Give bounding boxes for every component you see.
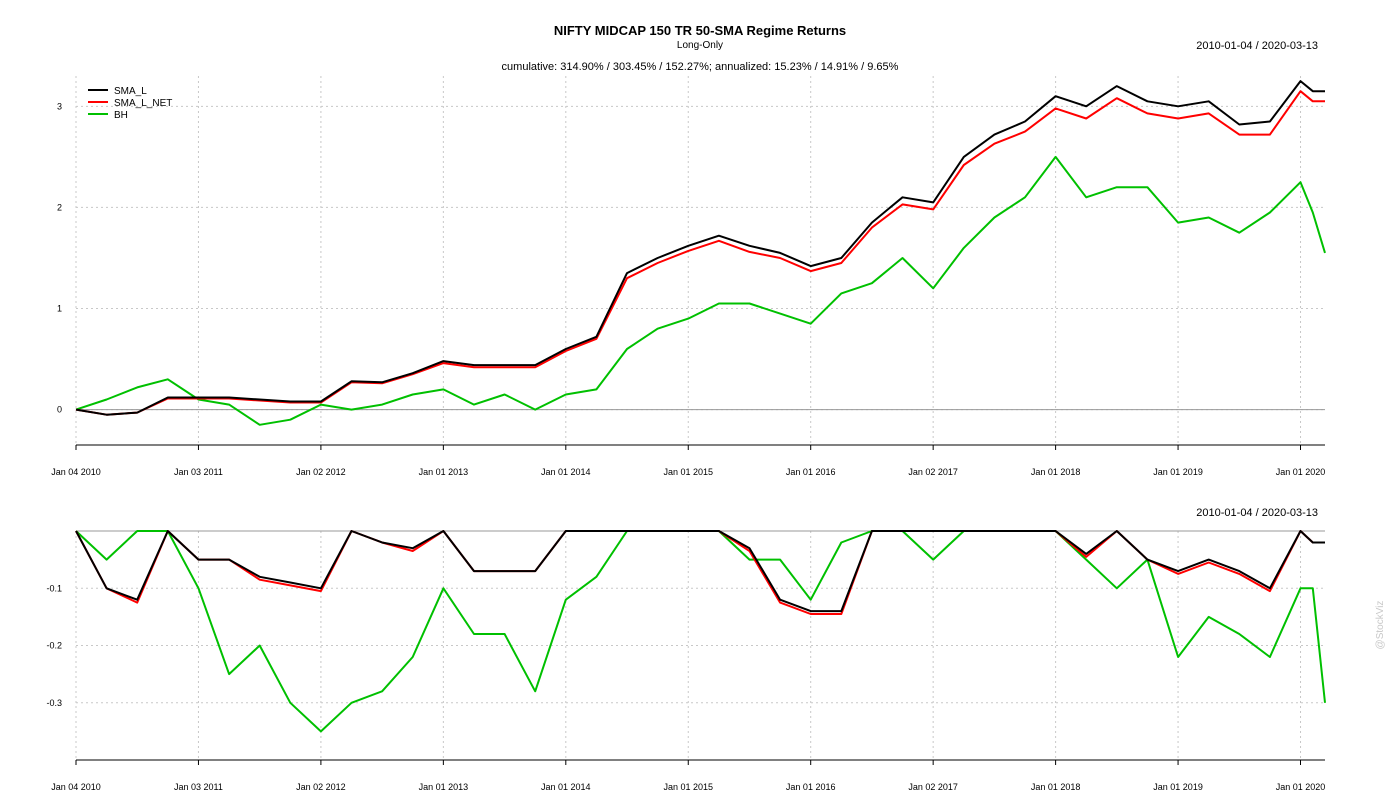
y-tick-label: 1: [57, 304, 62, 314]
x-tick-label: Jan 03 2011: [174, 782, 223, 792]
x-tick-label: Jan 02 2012: [296, 467, 346, 477]
top-date-range: 2010-01-04 / 2020-03-13: [1196, 40, 1318, 52]
x-tick-label: Jan 01 2018: [1031, 782, 1081, 792]
legend-label: SMA_L_NET: [114, 98, 172, 109]
x-tick-label: Jan 01 2014: [541, 782, 591, 792]
y-tick-label: -0.2: [46, 641, 62, 651]
x-tick-label: Jan 01 2019: [1153, 782, 1203, 792]
bottom-date-range: 2010-01-04 / 2020-03-13: [1196, 507, 1318, 519]
x-tick-label: Jan 02 2012: [296, 782, 346, 792]
y-tick-label: 3: [57, 101, 62, 111]
x-tick-label: Jan 03 2011: [174, 467, 223, 477]
x-tick-label: Jan 02 2017: [908, 467, 958, 477]
x-tick-label: Jan 04 2010: [51, 467, 101, 477]
chart-subtitle: Long-Only: [677, 40, 723, 51]
series-line-sma-l: [75, 530, 1325, 613]
x-tick-label: Jan 01 2015: [663, 467, 713, 477]
y-tick-label: 0: [57, 405, 62, 415]
x-tick-label: Jan 01 2015: [663, 782, 713, 792]
y-tick-label: -0.3: [46, 698, 62, 708]
returns-annotation: cumulative: 314.90% / 303.45% / 152.27%;…: [502, 61, 899, 73]
series-line-sma-l-net: [75, 90, 1325, 416]
legend-label: BH: [114, 110, 128, 121]
returns-panel: 0 1 2 3 Jan 04 2010 Jan 03 2011 Jan 02 2012 Jan…: [51, 76, 1326, 477]
series-line-sma-l: [75, 80, 1325, 416]
x-tick-label: Jan 01 2013: [419, 467, 469, 477]
x-tick-label: Jan 01 2019: [1153, 467, 1203, 477]
series-line-bh: [75, 155, 1326, 426]
x-tick-label: Jan 02 2017: [908, 782, 958, 792]
chart-title: NIFTY MIDCAP 150 TR 50-SMA Regime Return…: [554, 23, 846, 38]
series-line-sma-l-net: [75, 530, 1325, 615]
watermark: @StockViz: [1375, 601, 1386, 650]
legend-label: SMA_L: [114, 86, 147, 97]
x-tick-label: Jan 01 2020: [1276, 782, 1326, 792]
x-tick-label: Jan 01 2014: [541, 467, 591, 477]
x-tick-label: Jan 01 2016: [786, 782, 836, 792]
drawdown-panel: -0.1 -0.2 -0.3 Jan 04 2010 Jan 03 2011 Jan 02…: [46, 530, 1326, 792]
x-tick-label: Jan 04 2010: [51, 782, 101, 792]
y-tick-label: 2: [57, 202, 62, 212]
x-tick-label: Jan 01 2016: [786, 467, 836, 477]
x-tick-label: Jan 01 2013: [419, 782, 469, 792]
series-line-bh: [75, 530, 1326, 733]
y-tick-label: -0.1: [46, 583, 62, 593]
x-tick-label: Jan 01 2018: [1031, 467, 1081, 477]
x-tick-label: Jan 01 2020: [1276, 467, 1326, 477]
